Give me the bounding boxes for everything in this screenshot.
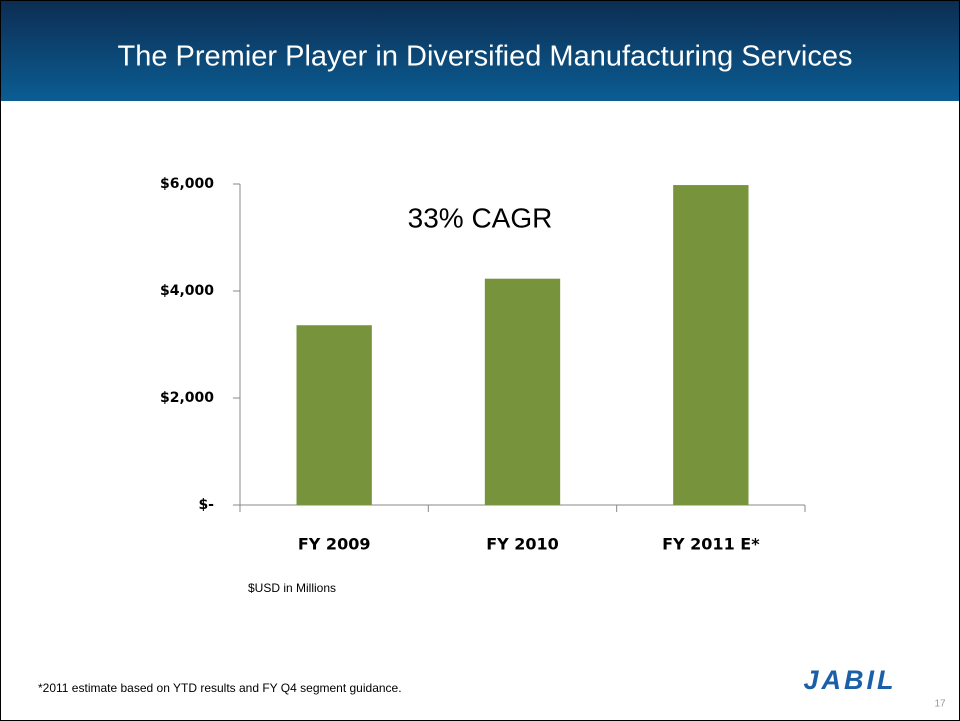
bar xyxy=(673,185,749,505)
y-tick-label: $2,000 xyxy=(160,390,214,406)
header-band xyxy=(1,1,959,101)
annotation: 33% CAGR xyxy=(408,202,553,233)
slide-title: The Premier Player in Diversified Manufa… xyxy=(118,41,853,73)
bar xyxy=(484,278,561,505)
footnote: *2011 estimate based on YTD results and … xyxy=(38,681,402,695)
bar xyxy=(296,325,372,505)
x-tick-label: FY 2010 xyxy=(486,535,559,554)
x-tick-label: FY 2011 E* xyxy=(662,535,760,554)
x-tick-label: FY 2009 xyxy=(298,535,371,554)
unit-note: $USD in Millions xyxy=(248,581,336,595)
page-number: 17 xyxy=(934,699,946,710)
y-tick-label: $4,000 xyxy=(160,283,214,299)
logo: JABIL xyxy=(803,665,896,695)
y-tick-label: $- xyxy=(198,497,214,513)
y-tick-label: $6,000 xyxy=(160,176,214,192)
